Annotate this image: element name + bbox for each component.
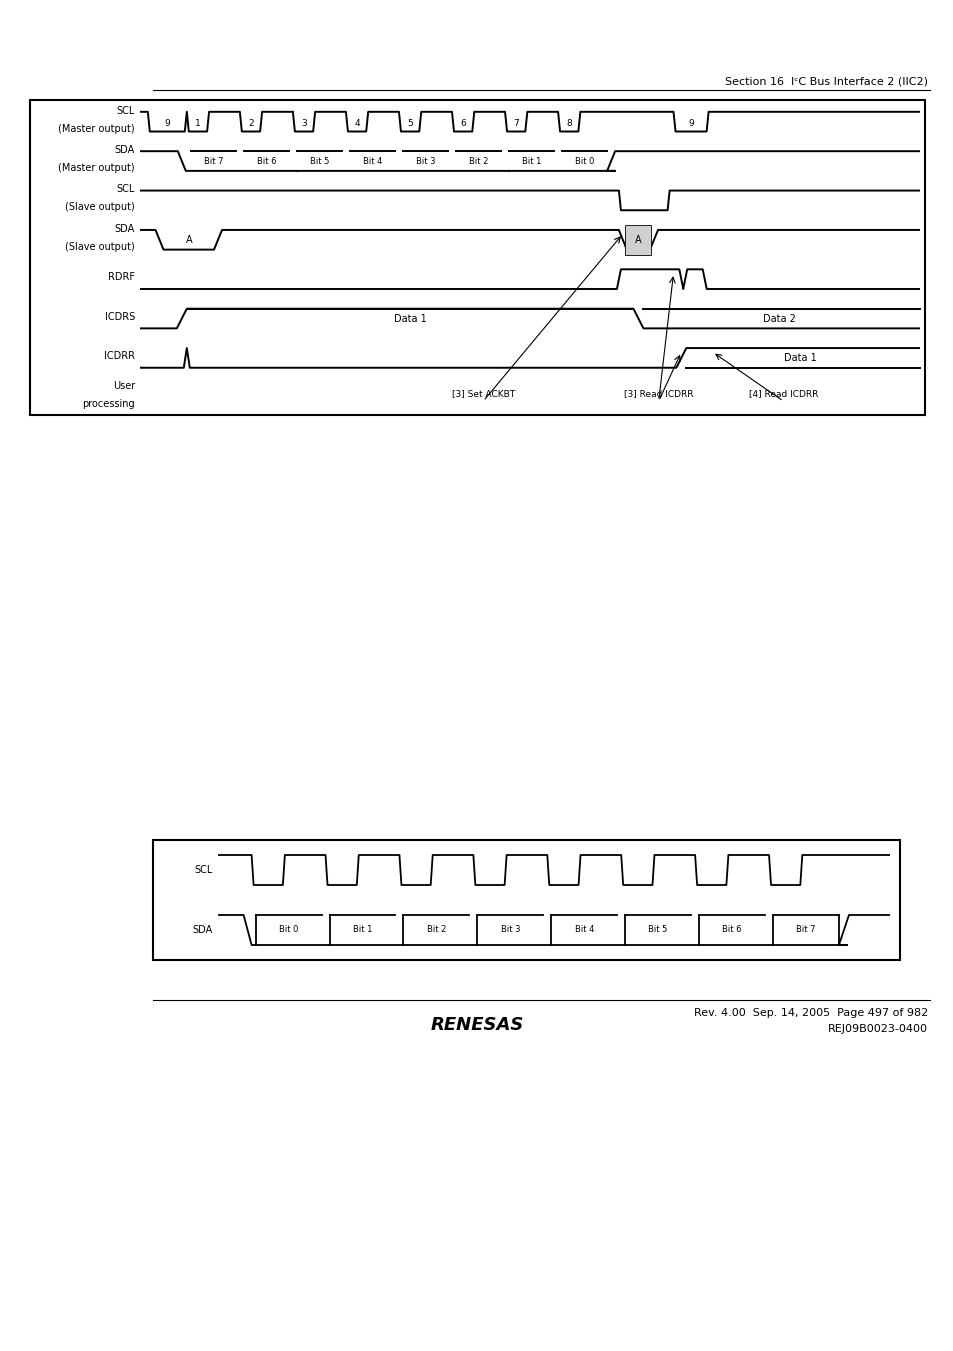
Text: Bit 0: Bit 0 [575, 157, 594, 166]
Text: Bit 7: Bit 7 [203, 157, 223, 166]
Text: Bit 2: Bit 2 [426, 925, 446, 935]
Text: A: A [185, 235, 192, 245]
Text: SDA: SDA [114, 145, 135, 155]
Text: SDA: SDA [193, 925, 213, 935]
Text: [4] Read ICDRR: [4] Read ICDRR [748, 389, 818, 397]
Text: Bit 2: Bit 2 [468, 157, 488, 166]
Text: SCL: SCL [116, 185, 135, 195]
Text: 4: 4 [354, 119, 359, 128]
Text: Bit 7: Bit 7 [796, 925, 815, 935]
Text: Bit 6: Bit 6 [256, 157, 275, 166]
Text: Bit 4: Bit 4 [574, 925, 594, 935]
Text: ICDRS: ICDRS [105, 312, 135, 322]
Text: 1: 1 [194, 119, 200, 128]
Text: (Slave output): (Slave output) [65, 203, 135, 212]
Text: 9: 9 [687, 119, 693, 128]
Text: Bit 5: Bit 5 [310, 157, 329, 166]
Text: SCL: SCL [194, 865, 213, 875]
Text: Bit 6: Bit 6 [721, 925, 741, 935]
Text: 3: 3 [301, 119, 307, 128]
Text: Data 1: Data 1 [394, 313, 426, 323]
Text: Bit 3: Bit 3 [416, 157, 435, 166]
Text: SCL: SCL [116, 105, 135, 116]
Text: Bit 4: Bit 4 [362, 157, 382, 166]
Text: REJ09B0023-0400: REJ09B0023-0400 [827, 1024, 927, 1034]
Text: 9: 9 [164, 119, 170, 128]
Text: A: A [635, 235, 641, 245]
Text: 7: 7 [513, 119, 518, 128]
Text: [3] Read ICDRR: [3] Read ICDRR [623, 389, 693, 397]
Text: Bit 3: Bit 3 [500, 925, 519, 935]
Text: processing: processing [82, 400, 135, 409]
Text: Bit 0: Bit 0 [278, 925, 298, 935]
Text: RENESAS: RENESAS [430, 1016, 523, 1034]
Text: 2: 2 [248, 119, 253, 128]
Text: Section 16  IᶜC Bus Interface 2 (IIC2): Section 16 IᶜC Bus Interface 2 (IIC2) [724, 76, 927, 86]
Text: (Slave output): (Slave output) [65, 242, 135, 251]
Bar [30, 100, 924, 415]
Text: (Master output): (Master output) [58, 124, 135, 134]
Text: RDRF: RDRF [108, 272, 135, 282]
Text: 8: 8 [566, 119, 572, 128]
Text: ICDRR: ICDRR [104, 351, 135, 361]
Text: Data 1: Data 1 [783, 353, 816, 363]
Text: User: User [112, 381, 135, 392]
Text: Bit 1: Bit 1 [521, 157, 540, 166]
Bar [152, 840, 899, 961]
Text: (Master output): (Master output) [58, 163, 135, 173]
Text: Rev. 4.00  Sep. 14, 2005  Page 497 of 982: Rev. 4.00 Sep. 14, 2005 Page 497 of 982 [693, 1008, 927, 1019]
Text: 5: 5 [407, 119, 413, 128]
Text: Bit 1: Bit 1 [353, 925, 372, 935]
Text: Bit 5: Bit 5 [648, 925, 667, 935]
Text: [3] Set ACKBT: [3] Set ACKBT [451, 389, 515, 397]
Text: SDA: SDA [114, 224, 135, 234]
Text: Data 2: Data 2 [762, 313, 795, 323]
Text: 6: 6 [459, 119, 465, 128]
